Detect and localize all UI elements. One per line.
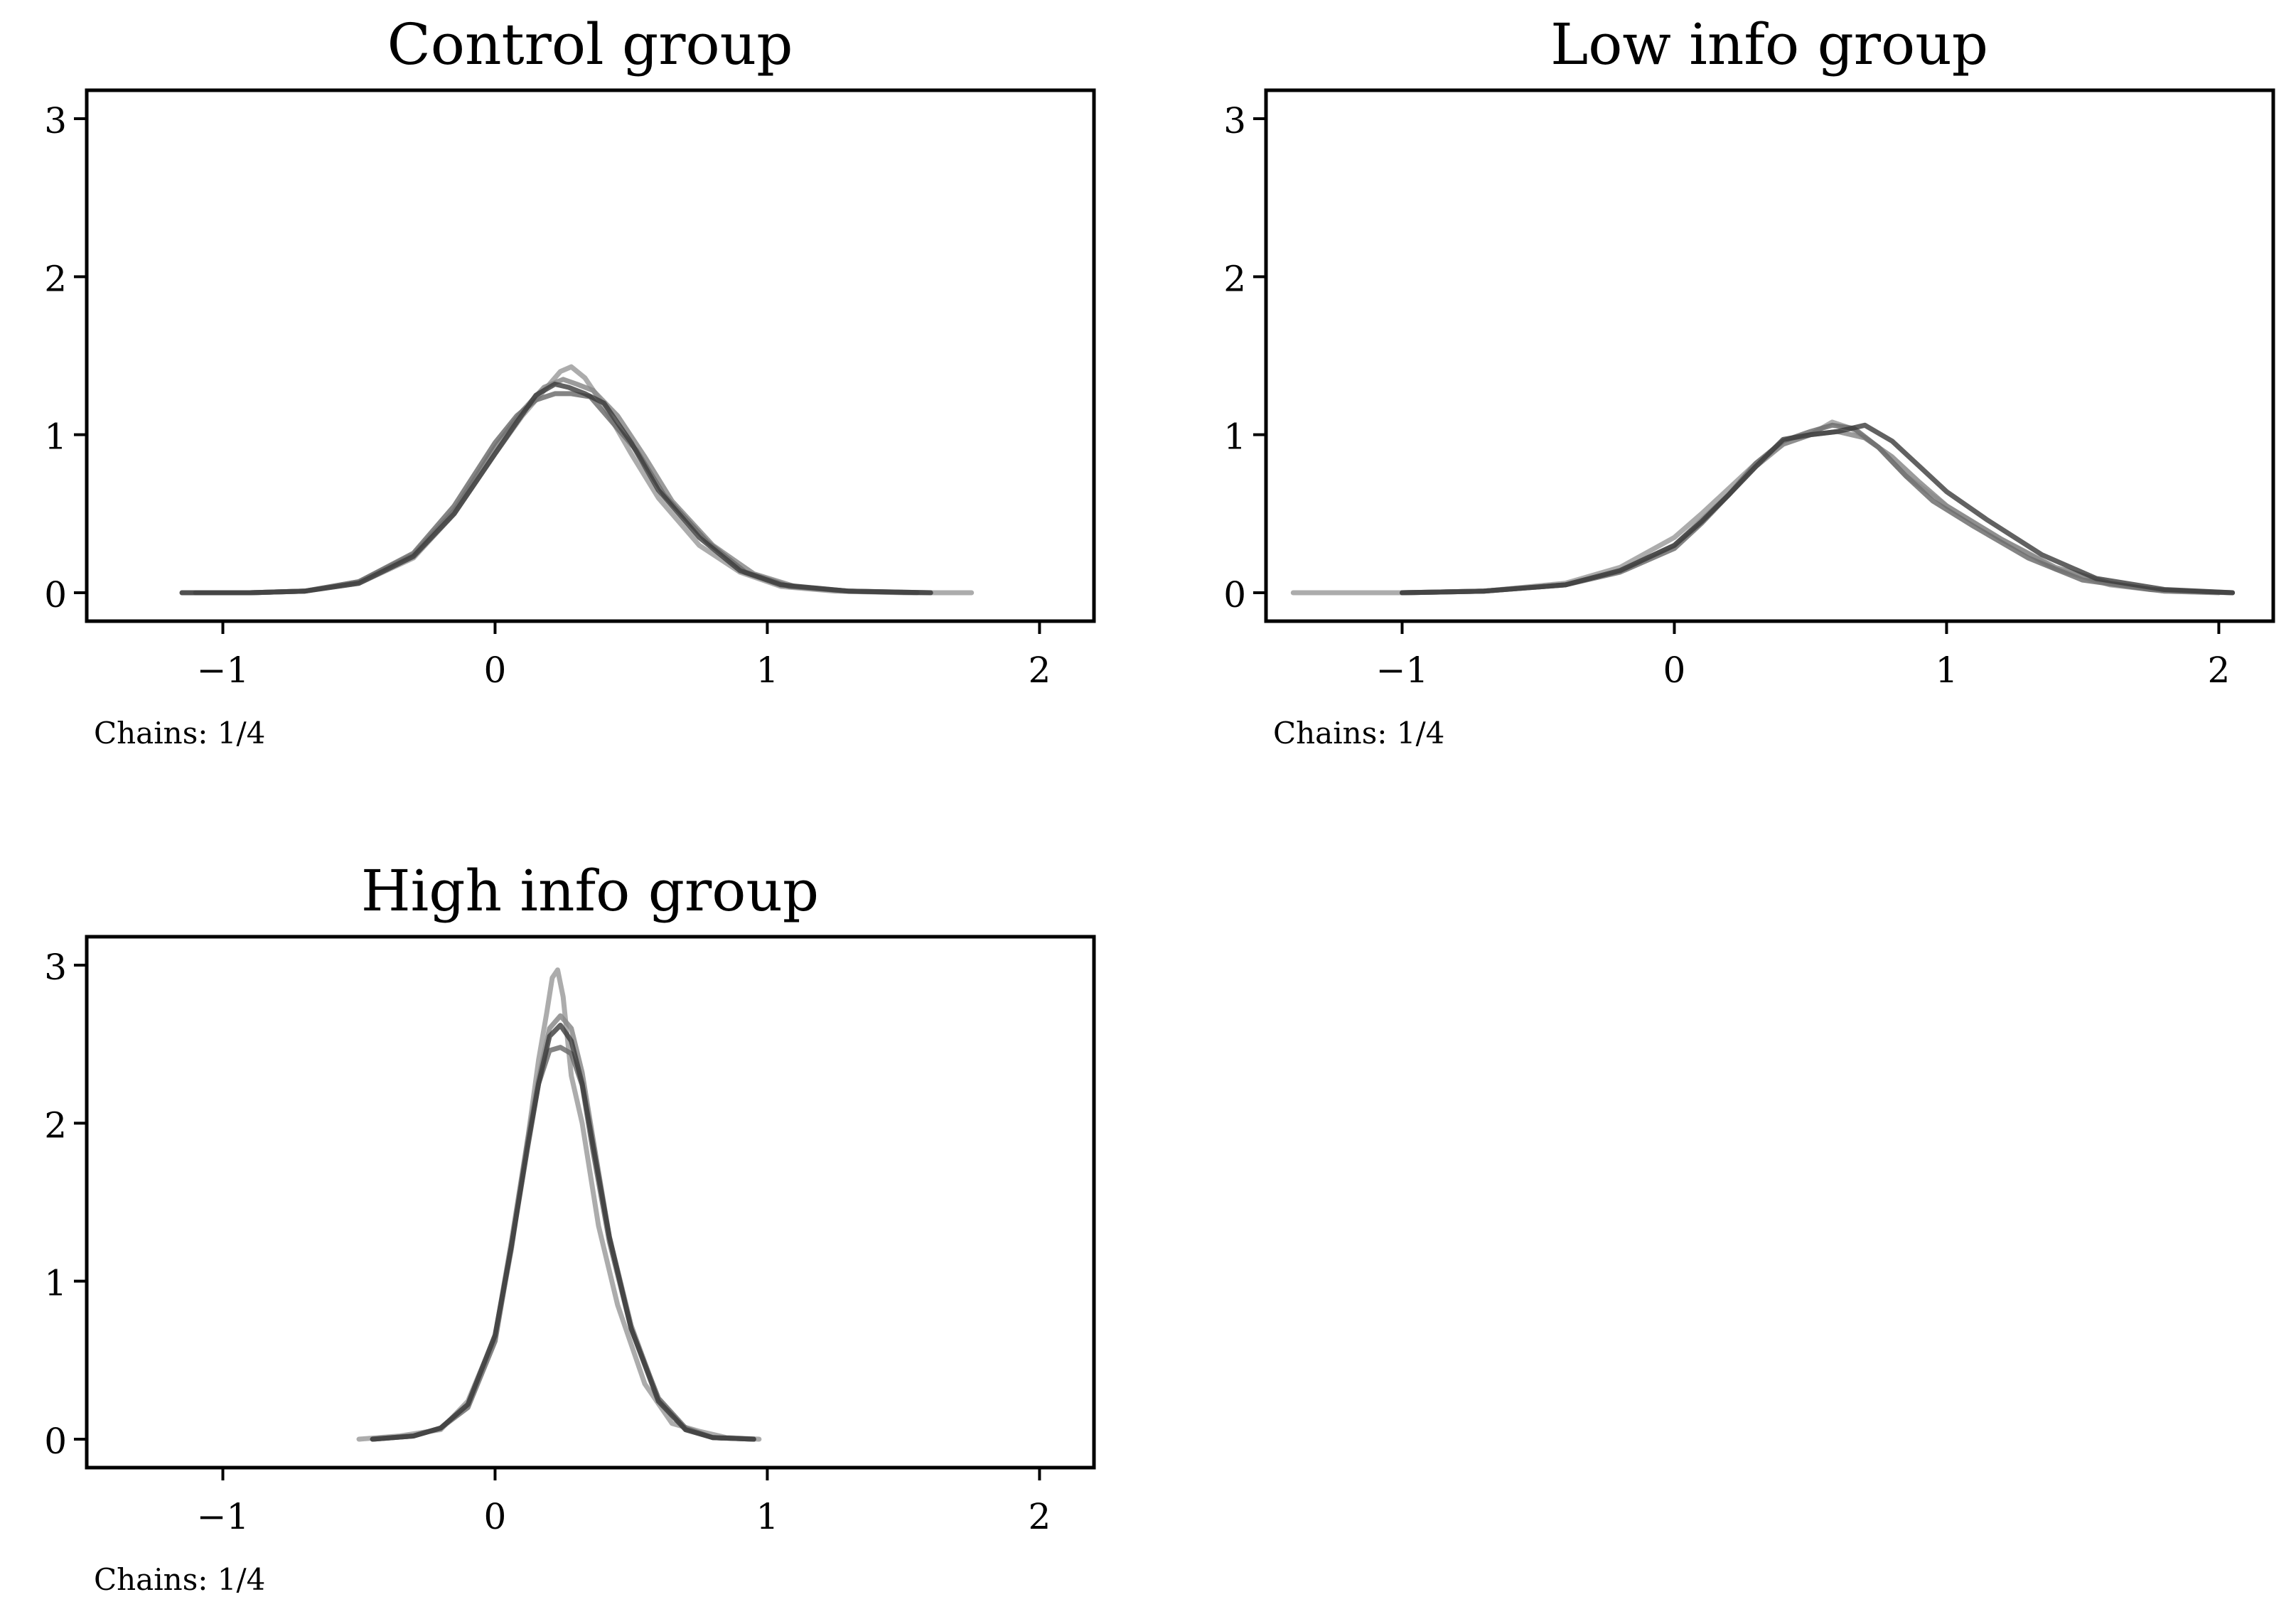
- x-tick-label: 0: [1663, 650, 1686, 691]
- x-tick-label: 2: [1028, 1496, 1051, 1537]
- axis-ticks: −1 0 1 2 0 1 2 3: [1223, 100, 2230, 691]
- density-lines: [1290, 419, 2236, 596]
- panel-title: High info group: [361, 858, 819, 924]
- y-tick-label: 3: [44, 947, 67, 988]
- panel-control-group: Control group −1 0 1 2 0 1 2 3 Chains: 1/4: [44, 11, 1096, 751]
- density-line-chain-2: [1400, 429, 2221, 596]
- y-tick-label: 1: [44, 1263, 67, 1304]
- chains-note: Chains: 1/4: [94, 1562, 265, 1597]
- axis-ticks: −1 0 1 2 0 1 2 3: [44, 100, 1051, 691]
- panel-title: Low info group: [1550, 11, 1988, 77]
- y-tick-label: 1: [1223, 416, 1246, 458]
- y-tick-label: 0: [44, 1421, 67, 1462]
- density-lines: [356, 967, 762, 1442]
- density-line-chain-1: [356, 967, 762, 1442]
- density-line-chain-3: [370, 1045, 756, 1442]
- x-tick-label: −1: [197, 650, 250, 691]
- density-line-chain-2: [193, 377, 933, 596]
- panel-title: Control group: [387, 11, 793, 77]
- y-tick-label: 0: [44, 574, 67, 615]
- panel-high-info-group: High info group −1 0 1 2 0 1 2 3 Chains: 1/4: [44, 858, 1096, 1597]
- density-line-chain-2: [370, 1013, 756, 1442]
- x-tick-label: −1: [197, 1496, 250, 1537]
- density-line-chain-3: [1400, 422, 2236, 596]
- density-line-chain-1: [179, 364, 975, 596]
- plot-frame: [85, 88, 1096, 623]
- x-tick-label: 0: [484, 650, 507, 691]
- x-tick-label: 2: [2207, 650, 2230, 691]
- plot-frame: [85, 935, 1096, 1470]
- x-tick-label: −1: [1376, 650, 1429, 691]
- density-line-chain-4: [370, 1023, 756, 1442]
- panel-low-info-group: Low info group −1 0 1 2 0 1 2 3 Chains: 1/4: [1223, 11, 2275, 751]
- axis-ticks: −1 0 1 2 0 1 2 3: [44, 947, 1051, 1537]
- chains-note: Chains: 1/4: [1273, 716, 1444, 751]
- density-lines: [179, 364, 975, 596]
- density-line-chain-4: [1400, 422, 2236, 596]
- y-tick-label: 2: [44, 258, 67, 299]
- x-tick-label: 0: [484, 1496, 507, 1537]
- y-tick-label: 1: [44, 416, 67, 458]
- density-line-chain-1: [1290, 419, 2236, 596]
- density-line-chain-3: [193, 391, 920, 596]
- y-tick-label: 3: [44, 100, 67, 141]
- plot-frame: [1264, 88, 2275, 623]
- y-tick-label: 3: [1223, 100, 1246, 141]
- x-tick-label: 2: [1028, 650, 1051, 691]
- y-tick-label: 2: [44, 1104, 67, 1146]
- chains-note: Chains: 1/4: [94, 716, 265, 751]
- y-tick-label: 0: [1223, 574, 1246, 615]
- x-tick-label: 1: [1936, 650, 1958, 691]
- density-line-chain-4: [179, 382, 933, 596]
- x-tick-label: 1: [756, 1496, 779, 1537]
- x-tick-label: 1: [756, 650, 779, 691]
- y-tick-label: 2: [1223, 258, 1246, 299]
